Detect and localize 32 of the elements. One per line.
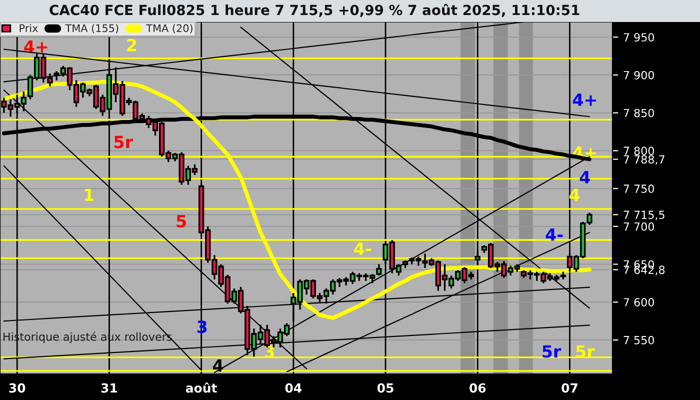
- y-tick-label: 7 788,7: [624, 155, 664, 165]
- y-tick-label: 7 750: [624, 184, 654, 193]
- annotation: 4-: [546, 228, 563, 241]
- y-tick-label: 7 800: [624, 146, 654, 156]
- legend-label: TMA (20): [146, 24, 192, 34]
- y-tick-label: 7 850: [624, 108, 654, 118]
- y-tick-label: 7 550: [624, 336, 654, 344]
- x-tick-label: 05: [377, 383, 394, 393]
- y-tick-label: 7 900: [624, 70, 654, 80]
- x-tick-label: 07: [562, 383, 578, 393]
- y-tick-label: 7 950: [624, 33, 654, 42]
- legend-label: Prix: [20, 24, 38, 32]
- annotation: 4+: [572, 94, 596, 106]
- annotation: 4: [213, 359, 224, 372]
- annotation: 4-: [354, 242, 371, 255]
- legend-label: TMA (155): [65, 24, 118, 34]
- annotation: 2: [127, 38, 136, 52]
- x-tick-label: août: [186, 382, 217, 393]
- annotation: 5r: [114, 136, 133, 148]
- x-tick-label: 30: [9, 383, 26, 393]
- y-tick-label: 7 600: [624, 298, 654, 306]
- x-tick-label: 31: [101, 383, 118, 393]
- x-tick-label: 04: [285, 383, 302, 393]
- annotation: 4+: [24, 40, 48, 53]
- y-tick-label: 7 715,5: [624, 210, 664, 220]
- candlestick: [376, 263, 382, 276]
- x-tick-label: 06: [470, 383, 486, 393]
- annotation: 5: [176, 215, 186, 228]
- annotation: 5r: [542, 345, 562, 358]
- chart-title: CAC40 FCE Full0825 1 heure 7 715,5 +0,99 % 7 août 2025, 11:10:51: [50, 4, 580, 18]
- annotation: 1: [84, 188, 94, 201]
- y-tick-label: 7 700: [624, 222, 654, 231]
